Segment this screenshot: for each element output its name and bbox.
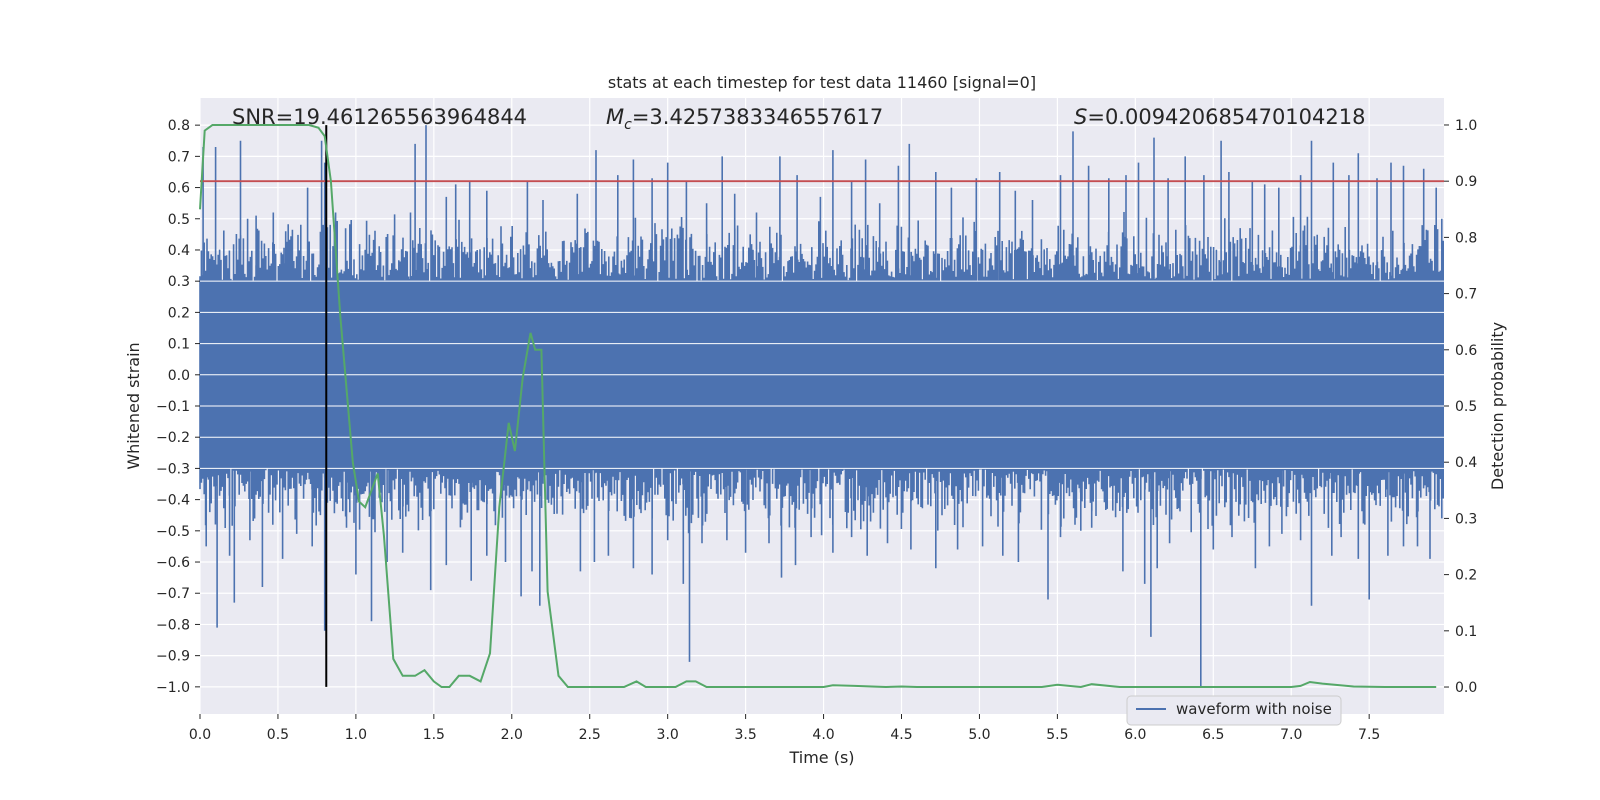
legend: waveform with noise: [1126, 695, 1342, 726]
x-tick-label: 3.0: [657, 727, 679, 743]
s-annotation: S=0.009420685470104218: [1074, 105, 1365, 129]
y-tick-label: −0.2: [156, 430, 190, 446]
x-tick-label: 7.5: [1358, 727, 1380, 743]
y-tick-label: 0.6: [168, 181, 190, 197]
y2-axis-label: Detection probability: [1488, 322, 1507, 490]
detection-probability-line: [199, 124, 1437, 689]
probability-series: [199, 124, 1444, 689]
mc-subscript: c: [624, 117, 632, 133]
x-tick-label: 5.5: [1046, 727, 1068, 743]
y-tick-label: −0.5: [156, 524, 190, 540]
y-tick-label: −1.0: [156, 680, 190, 696]
y-tick-label: −0.6: [156, 555, 190, 571]
y2-tick-label: 0.1: [1455, 624, 1477, 640]
y2-tick-label: 0.0: [1455, 680, 1477, 696]
y-tick-label: −0.1: [156, 399, 190, 415]
x-tick-label: 1.5: [423, 727, 445, 743]
y2-tick-label: 0.2: [1455, 568, 1477, 584]
x-tick-label: 0.5: [267, 727, 289, 743]
y-tick-label: −0.4: [156, 493, 190, 509]
x-tick-label: 1.0: [345, 727, 367, 743]
mc-symbol: M: [606, 105, 624, 129]
y-tick-label: −0.9: [156, 649, 190, 665]
y-tick-label: 0.1: [168, 337, 190, 353]
y-tick-label: 0.2: [168, 305, 190, 321]
chart-title: stats at each timestep for test data 114…: [608, 73, 1036, 92]
s-value: =0.009420685470104218: [1087, 105, 1365, 129]
x-tick-label: 0.0: [189, 727, 211, 743]
legend-label: waveform with noise: [1176, 700, 1332, 718]
y-tick-label: 0.4: [168, 243, 190, 259]
y-tick-label: 0.5: [168, 212, 190, 228]
y2-tick-labels: 1.0 0.9 0.8 0.7 0.6 0.5 0.4 0.3 0.2 0.1 0.0: [1444, 118, 1477, 696]
s-symbol: S: [1074, 105, 1087, 129]
x-tick-label: 7.0: [1280, 727, 1302, 743]
y2-tick-label: 0.4: [1455, 455, 1477, 471]
x-tick-label: 4.0: [812, 727, 834, 743]
y2-tick-label: 0.7: [1455, 287, 1477, 303]
y2-tick-label: 0.3: [1455, 511, 1477, 527]
y-tick-label: 0.7: [168, 149, 190, 165]
x-axis-label: Time (s): [788, 748, 854, 767]
y-tick-label: 0.0: [168, 368, 190, 384]
x-tick-label: 2.0: [501, 727, 523, 743]
legend-box: [1126, 695, 1342, 726]
y2-tick-label: 0.6: [1455, 343, 1477, 359]
y-tick-label: −0.8: [156, 617, 190, 633]
x-tick-label: 4.5: [890, 727, 912, 743]
x-tick-label: 5.0: [968, 727, 990, 743]
y2-tick-label: 0.9: [1455, 174, 1477, 190]
x-tick-label: 2.5: [579, 727, 601, 743]
y2-tick-label: 0.8: [1455, 230, 1477, 246]
y-tick-label: 0.3: [168, 274, 190, 290]
y2-tick-label: 1.0: [1455, 118, 1477, 134]
x-tick-label: 3.5: [734, 727, 756, 743]
x-tick-labels: 0.0 0.5 1.0 1.5 2.0 2.5 3.0 3.5 4.0 4.5 5.0 5.5 6.0 6…: [189, 714, 1380, 743]
y-tick-label: 0.8: [168, 118, 190, 134]
mc-value: =3.4257383346557617: [632, 105, 883, 129]
waveform-series: [199, 125, 1444, 687]
y2-tick-label: 0.5: [1455, 399, 1477, 415]
y-axis-label: Whitened strain: [124, 342, 143, 469]
waveform-line: [199, 125, 1444, 687]
x-tick-label: 6.5: [1202, 727, 1224, 743]
mc-annotation: Mc=3.4257383346557617: [606, 105, 883, 133]
snr-annotation: SNR=19.461265563964844: [232, 105, 527, 129]
y-tick-labels: 0.8 0.7 0.6 0.5 0.4 0.3 0.2 0.1 0.0 −0.1 −0.2 −0.3 −…: [156, 118, 200, 696]
x-tick-label: 6.0: [1124, 727, 1146, 743]
y-tick-label: −0.7: [156, 586, 190, 602]
y-tick-label: −0.3: [156, 461, 190, 477]
